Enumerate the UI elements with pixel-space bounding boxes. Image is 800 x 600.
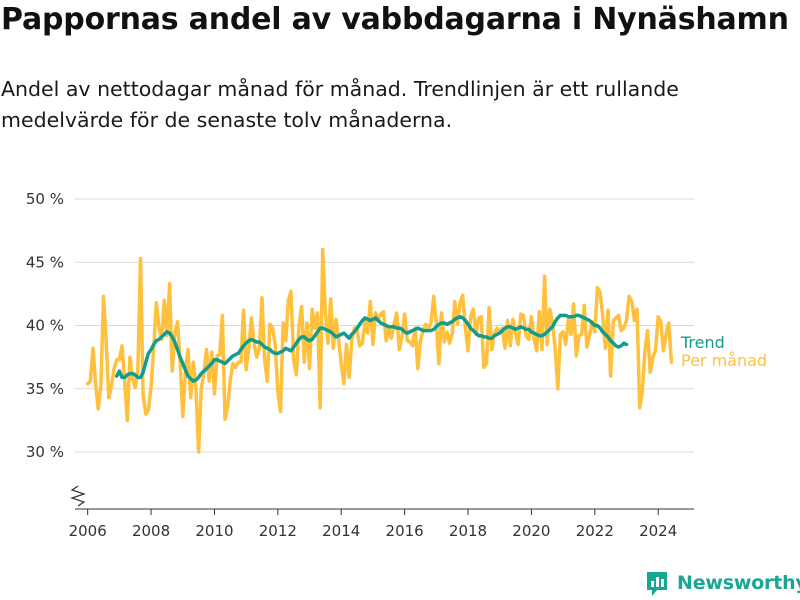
y-tick-label: 50 % [26, 190, 64, 208]
chart-title: Pappornas andel av vabbdagarna i Nynäsha… [1, 2, 789, 37]
x-tick-label: 2010 [195, 522, 233, 540]
x-tick-label: 2014 [322, 522, 360, 540]
newsworthy-icon [647, 571, 667, 596]
x-tick-label: 2016 [386, 522, 424, 540]
x-tick-label: 2012 [259, 522, 297, 540]
chart-subtitle: Andel av nettodagar månad för månad. Tre… [1, 77, 679, 132]
legend-label-trend: Trend [680, 333, 725, 352]
y-tick-label: 45 % [26, 253, 64, 271]
series-lines [85, 247, 674, 454]
x-tick-label: 2018 [449, 522, 487, 540]
brand-name: Newsworthy [677, 572, 800, 594]
y-tick-label: 30 % [26, 443, 64, 461]
trend-line [114, 313, 629, 383]
y-tick-label: 40 % [26, 317, 64, 335]
x-tick-label: 2008 [132, 522, 170, 540]
x-tick-label: 2020 [512, 522, 550, 540]
newsworthy-logo: Newsworthy [645, 568, 800, 598]
axis-break-icon [70, 485, 86, 507]
x-tick-label: 2022 [576, 522, 614, 540]
x-tick-label: 2006 [69, 522, 107, 540]
monthly-line [85, 247, 674, 454]
y-tick-label: 35 % [26, 380, 64, 398]
legend-label-monthly: Per månad [681, 351, 767, 370]
axes: 30 % 35 % 40 % 45 % 50 % 2006 2008 2010 2012 2014… [26, 190, 694, 540]
x-tick-label: 2024 [639, 522, 677, 540]
